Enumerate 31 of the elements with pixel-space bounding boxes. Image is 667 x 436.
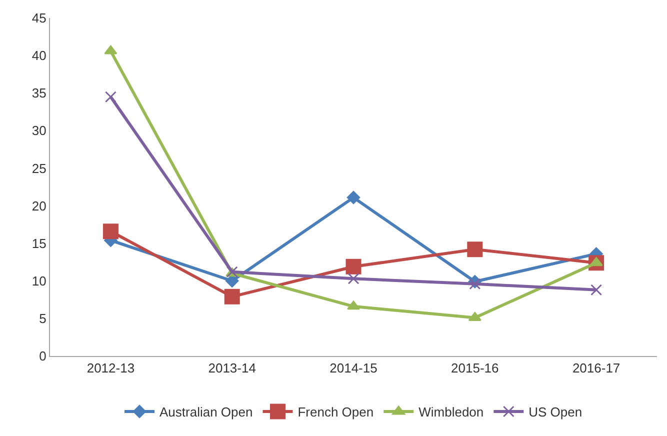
y-tick-label: 10 <box>32 273 46 288</box>
point <box>348 272 360 284</box>
y-tick-label: 0 <box>39 348 46 364</box>
y-tick-label: 40 <box>32 48 46 64</box>
legend-label: US Open <box>528 404 582 420</box>
point <box>590 257 603 266</box>
legend-label: French Open <box>298 404 374 420</box>
point <box>346 258 362 274</box>
point <box>104 45 118 54</box>
point <box>346 190 360 204</box>
y-tick-label: 25 <box>32 160 46 176</box>
x-tick-label: 2014-15 <box>330 360 378 376</box>
point <box>224 288 240 304</box>
x-tick-label: 2012-13 <box>86 360 135 376</box>
x-tick-label: 2016-17 <box>572 360 620 376</box>
x-tick-label: 2015-16 <box>451 360 499 376</box>
point <box>469 278 481 290</box>
legend-label: Australian Open <box>160 404 253 420</box>
x-tick-label: 2013-14 <box>208 360 256 376</box>
y-tick-label: 30 <box>32 123 46 138</box>
y-tick-label: 15 <box>32 236 46 251</box>
legend-label: Wimbledon <box>418 404 484 420</box>
point <box>102 224 118 240</box>
y-tick-label: 35 <box>32 86 46 101</box>
y-tick-label: 45 <box>32 10 46 26</box>
point <box>468 312 482 321</box>
y-tick-label: 5 <box>39 310 46 326</box>
point <box>590 284 602 296</box>
y-tick-label: 20 <box>32 198 46 214</box>
point <box>467 242 483 258</box>
point <box>104 91 116 103</box>
